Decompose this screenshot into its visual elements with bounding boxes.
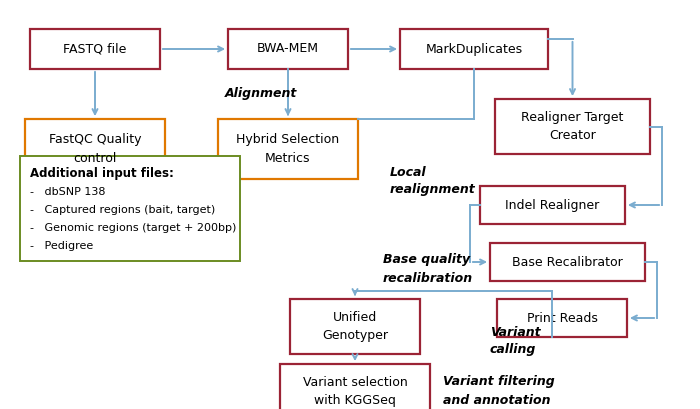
Text: Alignment: Alignment (225, 88, 298, 101)
FancyBboxPatch shape (480, 186, 625, 224)
Text: BWA-MEM: BWA-MEM (257, 43, 319, 56)
FancyBboxPatch shape (20, 156, 240, 261)
Text: FastQC Quality
control: FastQC Quality control (49, 133, 141, 164)
Text: Variant selection
with KGGSeq: Variant selection with KGGSeq (302, 376, 407, 407)
Text: Print Reads: Print Reads (526, 312, 597, 324)
Text: Variant filtering
and annotation: Variant filtering and annotation (443, 375, 554, 407)
FancyBboxPatch shape (30, 29, 160, 69)
Text: Realigner Target
Creator: Realigner Target Creator (522, 111, 624, 142)
FancyBboxPatch shape (400, 29, 548, 69)
Text: -   Pedigree: - Pedigree (30, 241, 93, 251)
Text: MarkDuplicates: MarkDuplicates (426, 43, 523, 56)
Text: Hybrid Selection
Metrics: Hybrid Selection Metrics (237, 133, 340, 164)
FancyBboxPatch shape (495, 99, 650, 154)
FancyBboxPatch shape (490, 243, 645, 281)
Text: Base Recalibrator: Base Recalibrator (512, 256, 623, 268)
Text: Base quality
recalibration: Base quality recalibration (383, 254, 473, 285)
Text: -   Captured regions (bait, target): - Captured regions (bait, target) (30, 205, 216, 215)
Text: FASTQ file: FASTQ file (63, 43, 127, 56)
Text: -   dbSNP 138: - dbSNP 138 (30, 187, 106, 197)
FancyBboxPatch shape (290, 299, 420, 354)
Text: Indel Realigner: Indel Realigner (505, 198, 600, 211)
FancyBboxPatch shape (25, 119, 165, 179)
Text: Unified
Genotyper: Unified Genotyper (322, 311, 388, 342)
Text: Local
realignment: Local realignment (390, 166, 476, 196)
Text: Additional input files:: Additional input files: (30, 168, 174, 180)
FancyBboxPatch shape (497, 299, 627, 337)
FancyBboxPatch shape (280, 364, 430, 409)
FancyBboxPatch shape (218, 119, 358, 179)
Text: Variant
calling: Variant calling (490, 326, 540, 357)
Text: -   Genomic regions (target + 200bp): - Genomic regions (target + 200bp) (30, 223, 237, 233)
FancyBboxPatch shape (228, 29, 348, 69)
